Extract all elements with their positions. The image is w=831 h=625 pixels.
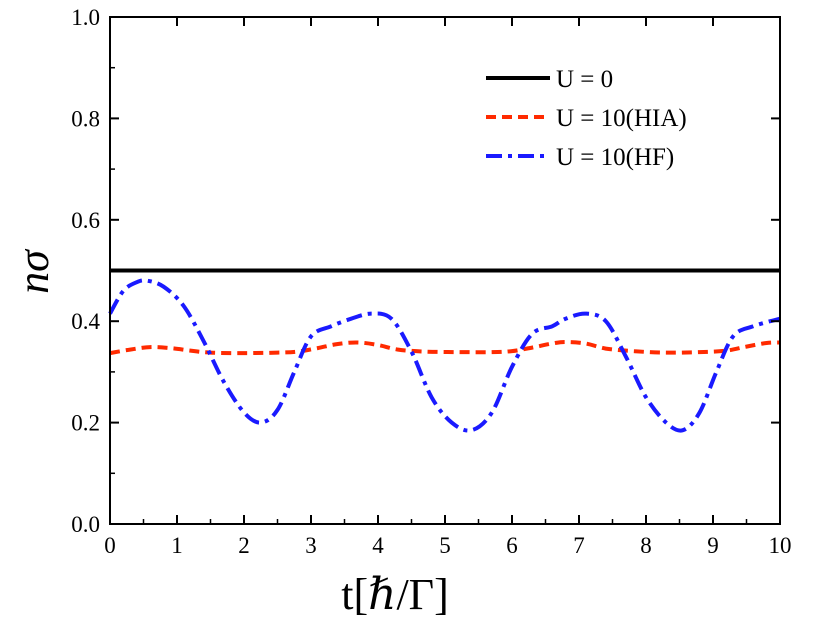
x-tick-label: 4: [372, 533, 384, 558]
x-axis-title: t[ℏ/Γ]: [341, 570, 449, 619]
ticks-layer: 0 1 2 3 4 5 6 7 8 9 10 0.0 0.2 0.4 0.6 0.8 1.0: [71, 5, 791, 558]
series-layer: [108, 268, 781, 433]
x-tick-label: 9: [707, 533, 719, 558]
x-tick-label: 1: [171, 533, 183, 558]
y-tick-label: 1.0: [71, 5, 100, 30]
series-line-3: [108, 278, 781, 433]
y-axis-title: nσ: [9, 248, 58, 294]
x-tick-label: 5: [439, 533, 451, 558]
x-tick-label: 7: [573, 533, 585, 558]
y-tick-label: 0.2: [71, 411, 100, 436]
legend-label-2: U = 10(HIA): [556, 105, 687, 132]
x-tick-label: 0: [104, 533, 116, 558]
legend-label-3: U = 10(HF): [556, 144, 674, 171]
y-tick-label: 0.0: [71, 512, 100, 537]
x-tick-label: 2: [238, 533, 250, 558]
y-axis-title-main: nσ: [9, 248, 58, 294]
y-tick-label: 0.8: [71, 106, 100, 131]
y-tick-label: 0.4: [71, 309, 100, 334]
x-tick-label: 6: [506, 533, 518, 558]
x-tick-label: 3: [305, 533, 317, 558]
legend: U = 0 U = 10(HIA) U = 10(HF): [486, 66, 687, 171]
x-tick-label: 10: [769, 533, 792, 558]
y-tick-label: 0.6: [71, 208, 100, 233]
legend-label-1: U = 0: [556, 66, 613, 93]
x-tick-label: 8: [640, 533, 652, 558]
